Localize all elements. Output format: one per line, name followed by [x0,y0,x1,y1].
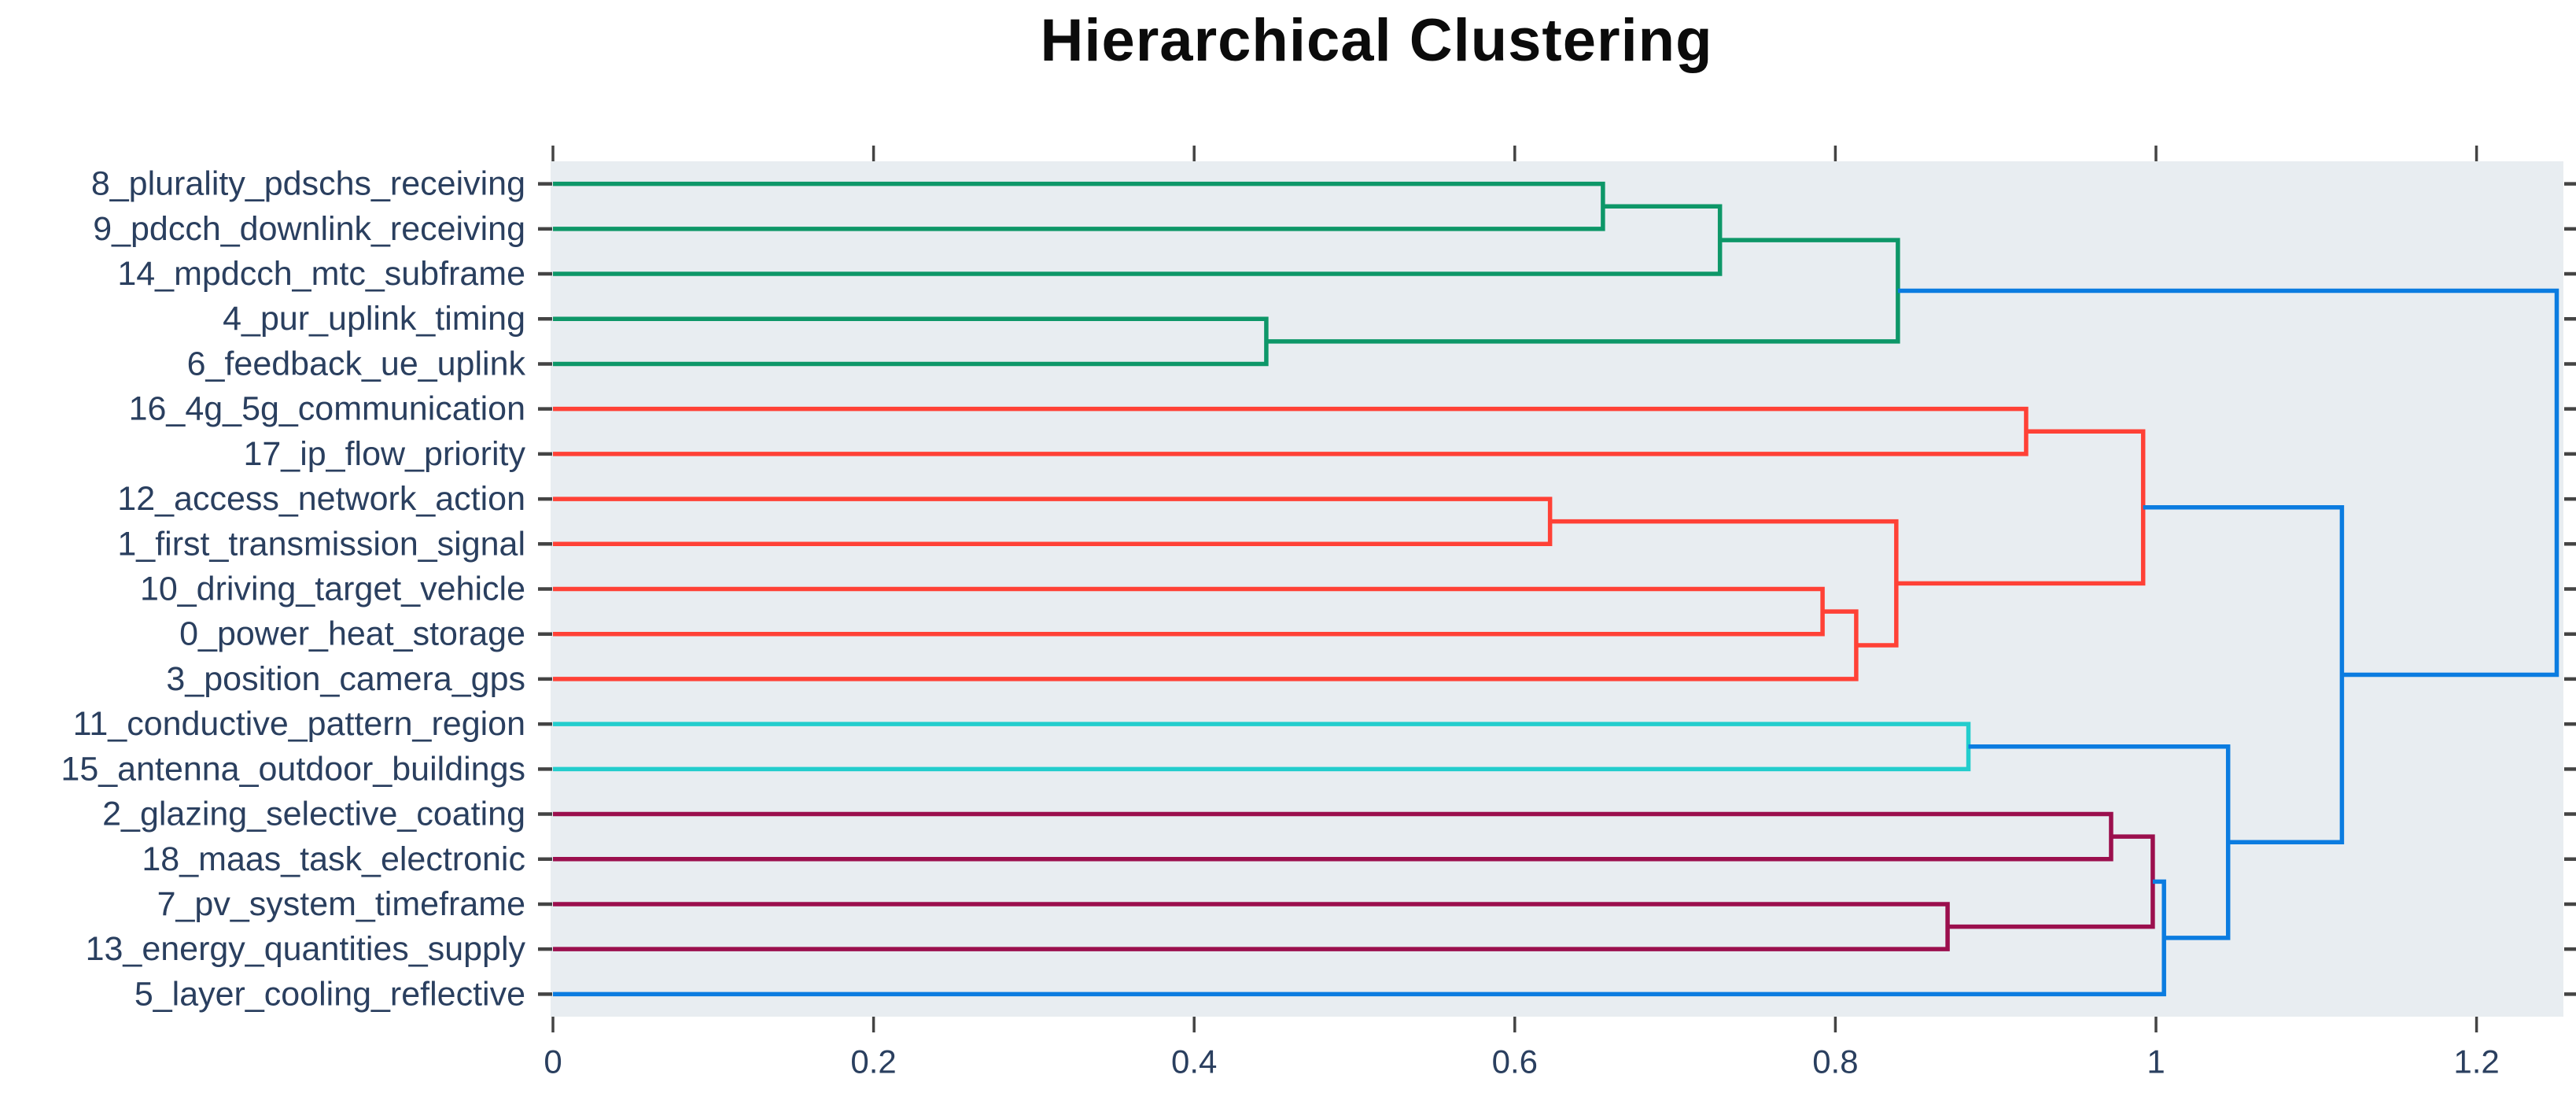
chart-title: Hierarchical Clustering [1040,7,1713,74]
dendrogram-link-green [553,204,1723,276]
leaf-label: 7_pv_system_timeframe [157,885,525,923]
dendrogram-link-red [1550,519,1899,648]
leaf-label: 6_feedback_ue_uplink [187,345,526,382]
leaf-label: 16_4g_5g_communication [129,390,525,428]
leaf-label: 10_driving_target_vehicle [140,571,525,608]
x-axis-tick-label: 0 [544,1043,562,1080]
leaf-label: 0_power_heat_storage [179,615,525,653]
leaf-label: 15_antenna_outdoor_buildings [61,750,525,788]
x-axis-tick-label: 0.8 [1812,1043,1858,1080]
dendrogram-link-cyan [553,722,1971,772]
x-axis-tick-label: 1.2 [2453,1043,2499,1080]
leaf-label: 18_maas_task_electronic [142,840,525,878]
leaf-label: 2_glazing_selective_coating [102,796,525,833]
leaf-label: 13_energy_quantities_supply [86,930,526,968]
leaf-label: 9_pdcch_downlink_receiving [93,210,525,248]
x-axis-tick-label: 0.4 [1171,1043,1217,1080]
leaf-label: 14_mpdcch_mtc_subframe [117,255,525,293]
leaf-label: 4_pur_uplink_timing [223,300,525,338]
x-axis-tick-label: 0.2 [850,1043,896,1080]
leaf-label: 12_access_network_action [117,480,525,518]
leaf-label: 17_ip_flow_priority [243,435,525,473]
leaf-label: 11_conductive_pattern_region [73,705,525,743]
leaf-label: 1_first_transmission_signal [117,525,525,563]
leaf-label: 3_position_camera_gps [166,660,525,698]
dendrogram-link-maroon [1948,834,2155,929]
dendrogram-link-red [553,609,1859,681]
dendrogram-link-blue [1897,288,2559,678]
x-axis-tick-label: 1 [2147,1043,2165,1080]
dendrogram-link-red [553,406,2029,456]
dendrogram-link-green [1266,238,1900,344]
leaf-label: 5_layer_cooling_reflective [135,975,525,1013]
x-axis-tick-label: 0.6 [1492,1043,1538,1080]
leaf-label: 8_plurality_pdschs_receiving [91,165,525,203]
